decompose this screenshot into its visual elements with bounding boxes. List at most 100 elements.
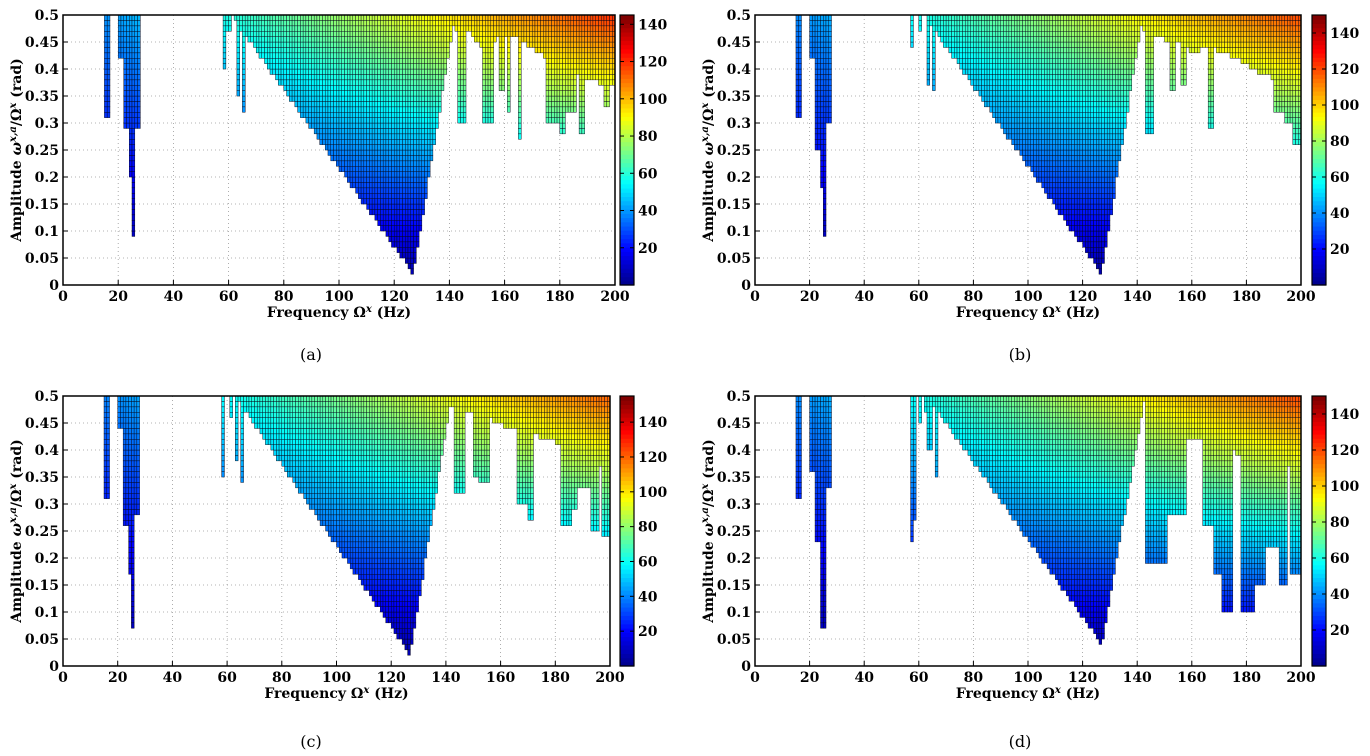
stability-cell — [1104, 160, 1108, 167]
stability-cell — [501, 14, 505, 21]
stability-cell — [347, 47, 351, 54]
stability-cell — [518, 101, 522, 108]
stability-cell — [1044, 155, 1048, 162]
stability-cell — [424, 149, 428, 156]
stability-cell — [945, 41, 950, 48]
stability-cell — [391, 133, 395, 140]
stability-cell — [382, 138, 387, 145]
stability-cell — [1090, 63, 1094, 70]
stability-cell — [1055, 41, 1059, 48]
stability-cell — [352, 63, 356, 70]
stability-cell — [410, 57, 414, 64]
stability-cell — [1087, 160, 1092, 167]
stability-cell — [247, 20, 251, 27]
stability-cell — [1049, 79, 1053, 86]
stability-cell — [366, 25, 370, 32]
stability-cell — [512, 25, 516, 32]
stability-cell — [1003, 14, 1007, 21]
stability-cell — [554, 25, 558, 32]
stability-cell — [371, 41, 376, 48]
colorbar-segment — [620, 272, 634, 278]
stability-cell — [275, 47, 279, 54]
stability-cell — [825, 30, 829, 37]
x-tick-label: 60 — [219, 289, 239, 305]
stability-cell — [457, 95, 461, 102]
stability-cell — [1098, 68, 1102, 75]
stability-cell — [418, 111, 423, 118]
stability-cell — [316, 41, 320, 48]
stability-cell — [330, 25, 334, 32]
stability-cell — [236, 47, 240, 54]
stability-cell — [319, 117, 323, 124]
stability-cell — [487, 111, 492, 118]
stability-cell — [338, 128, 343, 135]
stability-cell — [1096, 74, 1100, 81]
stability-cell — [104, 106, 108, 113]
stability-cell — [531, 36, 536, 43]
stability-cell — [457, 68, 461, 75]
stability-cell — [598, 79, 602, 86]
stability-cell — [388, 219, 392, 226]
stability-cell — [814, 52, 819, 59]
stability-cell — [106, 41, 111, 48]
stability-cell — [1030, 20, 1034, 27]
stability-cell — [385, 90, 389, 97]
stability-cell — [344, 101, 348, 108]
stability-cell — [820, 25, 824, 32]
stability-cell — [1101, 90, 1105, 97]
stability-cell — [104, 111, 108, 118]
stability-cell — [501, 41, 505, 48]
stability-cell — [1049, 160, 1053, 167]
stability-cell — [269, 57, 274, 64]
stability-cell — [798, 90, 802, 97]
stability-cell — [1041, 20, 1045, 27]
stability-cell — [374, 74, 378, 81]
stability-cell — [1060, 74, 1064, 81]
stability-cell — [1003, 20, 1007, 27]
stability-cell — [498, 57, 503, 64]
stability-cell — [825, 68, 829, 75]
stability-cell — [316, 90, 320, 97]
stability-cell — [413, 47, 417, 54]
stability-cell — [242, 36, 246, 43]
stability-cell — [603, 68, 607, 75]
stability-cell — [324, 25, 329, 32]
stability-cell — [1082, 14, 1086, 21]
stability-cell — [1057, 155, 1062, 162]
stability-cell — [421, 128, 425, 135]
stability-cell — [997, 79, 1001, 86]
stability-cell — [820, 68, 824, 75]
stability-cell — [490, 57, 494, 64]
stability-cell — [1022, 84, 1026, 91]
stability-cell — [377, 187, 381, 194]
stability-cell — [551, 41, 555, 48]
stability-cell — [272, 20, 276, 27]
stability-cell — [429, 128, 434, 135]
stability-cell — [1022, 106, 1026, 113]
stability-cell — [405, 117, 409, 124]
stability-cell — [407, 57, 412, 64]
stability-cell — [956, 14, 961, 21]
stability-cell — [1030, 160, 1034, 167]
stability-cell — [1033, 47, 1037, 54]
stability-cell — [399, 246, 403, 253]
stability-cell — [1008, 106, 1012, 113]
stability-cell — [369, 111, 373, 118]
stability-cell — [823, 225, 827, 232]
stability-cell — [341, 30, 345, 37]
stability-cell — [554, 106, 558, 113]
stability-cell — [410, 241, 414, 248]
stability-cell — [1101, 68, 1105, 75]
stability-cell — [358, 149, 362, 156]
stability-cell — [429, 117, 434, 124]
stability-cell — [358, 122, 362, 129]
stability-cell — [134, 117, 138, 124]
stability-cell — [347, 133, 351, 140]
stability-cell — [416, 57, 420, 64]
stability-cell — [1038, 20, 1042, 27]
stability-cell — [446, 47, 450, 54]
stability-cell — [416, 187, 420, 194]
stability-cell — [823, 90, 827, 97]
stability-cell — [416, 74, 420, 81]
stability-cell — [812, 36, 816, 43]
